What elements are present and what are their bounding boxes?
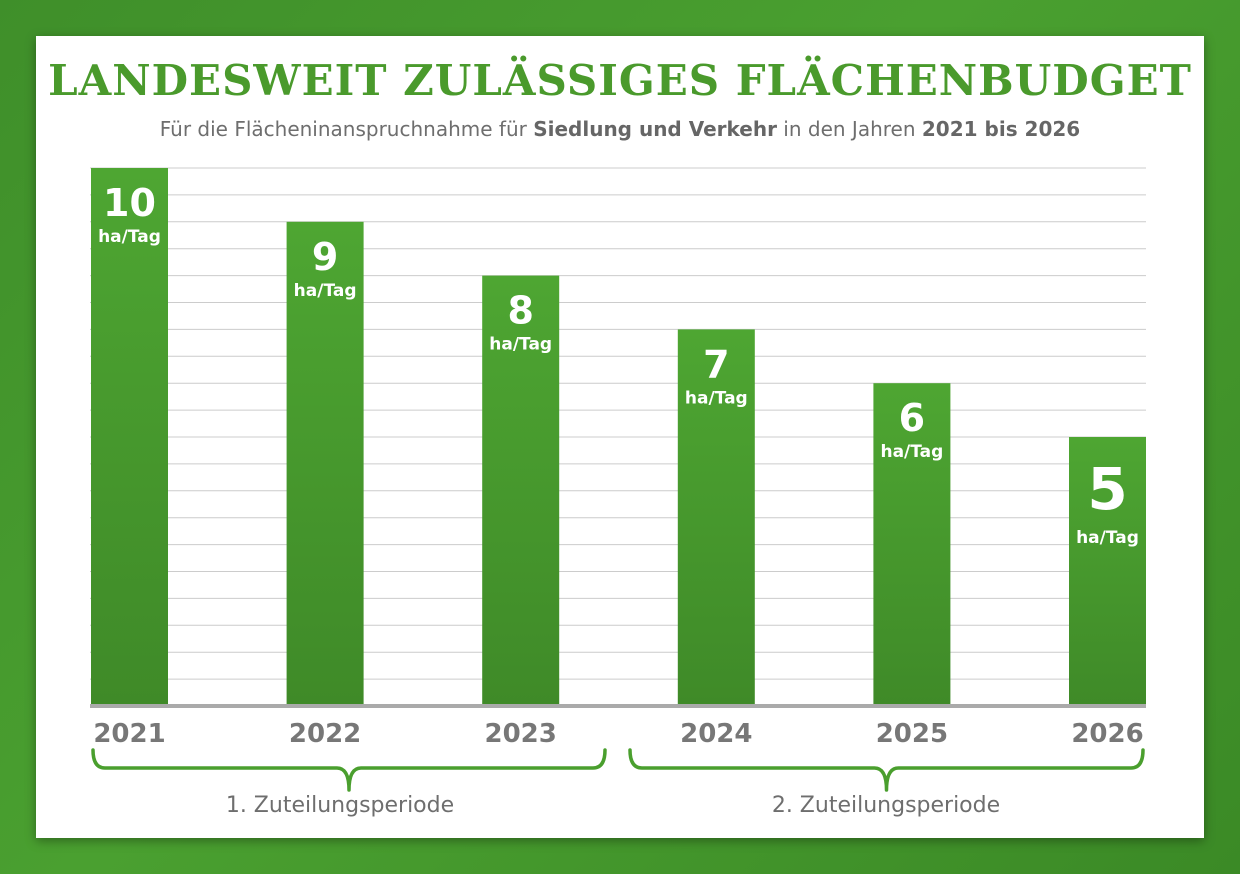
- x-tick-label-2021: 2021: [93, 719, 165, 749]
- data-label-unit: ha/Tag: [1076, 528, 1139, 548]
- bar-2022: [286, 221, 364, 707]
- bar-2023: [482, 275, 560, 706]
- data-label-unit: ha/Tag: [880, 442, 943, 462]
- bar-2026: [1069, 437, 1146, 706]
- bar-2021: [91, 168, 168, 706]
- data-label-unit: ha/Tag: [294, 281, 357, 301]
- period-label-2: 2. Zuteilungsperiode: [771, 793, 1001, 818]
- data-label-unit: ha/Tag: [98, 227, 161, 247]
- data-label-value: 10: [103, 181, 156, 225]
- data-label-value: 9: [312, 235, 338, 279]
- data-label-value: 6: [899, 396, 925, 440]
- period-brace-1: [91, 748, 607, 792]
- x-tick-label-2023: 2023: [485, 719, 557, 749]
- chart-title: LANDESWEIT ZULÄSSIGES FLÄCHENBUDGET: [48, 56, 1192, 105]
- x-tick-label-2026: 2026: [1071, 719, 1143, 749]
- x-tick-label-2024: 2024: [680, 719, 752, 749]
- data-label-value: 7: [703, 342, 729, 386]
- data-label-unit: ha/Tag: [685, 388, 748, 408]
- period-label-1: 1. Zuteilungsperiode: [225, 793, 455, 818]
- period-brace-2: [628, 748, 1145, 792]
- data-label-value: 5: [1087, 455, 1127, 523]
- subtitle-text-1: Für die Flächeninanspruchnahme für: [159, 117, 534, 141]
- x-tick-label-2025: 2025: [876, 719, 948, 749]
- data-label-unit: ha/Tag: [489, 335, 552, 355]
- subtitle-bold-2: 2021 bis 2026: [921, 117, 1081, 141]
- data-label-value: 8: [507, 289, 533, 333]
- chart-subtitle: Für die Flächeninanspruchnahme für Siedl…: [0, 117, 1240, 141]
- subtitle-text-2: in den Jahren: [776, 117, 922, 141]
- x-tick-label-2022: 2022: [289, 719, 361, 749]
- bar-2024: [677, 329, 755, 706]
- subtitle-bold-1: Siedlung und Verkehr: [533, 117, 777, 141]
- bar-2025: [873, 383, 951, 706]
